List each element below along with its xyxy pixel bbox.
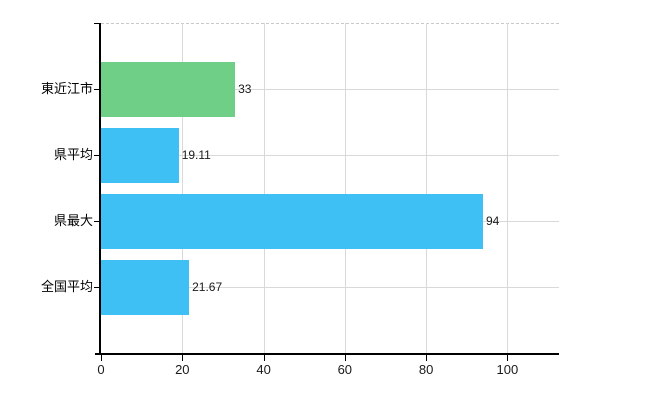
y-gridline [101, 155, 559, 156]
y-axis-line [99, 23, 101, 355]
bar-value-label: 19.11 [181, 148, 211, 162]
x-tick-label: 80 [418, 362, 434, 377]
x-tick-label: 40 [256, 362, 271, 377]
y-tick-mark [94, 89, 100, 90]
bar-value-label: 33 [238, 82, 252, 96]
x-tick-mark [182, 355, 184, 361]
x-tick-label: 100 [496, 362, 519, 377]
y-tick-mark [94, 155, 100, 156]
x-gridline [344, 23, 346, 353]
x-gridline [507, 23, 509, 353]
bar-value-label: 94 [486, 214, 500, 228]
category-label: 全国平均 [40, 279, 93, 294]
y-tick-mark [94, 221, 100, 222]
plot-top-border [101, 23, 559, 24]
x-tick-mark [263, 355, 265, 361]
x-tick-mark [507, 355, 509, 361]
y-tick-mark [94, 23, 100, 24]
bar [101, 127, 179, 183]
category-label: 東近江市 [40, 81, 93, 96]
x-axis-line [95, 353, 559, 355]
y-gridline [101, 89, 559, 90]
x-tick-label: 60 [337, 362, 353, 377]
y-tick-mark [94, 287, 100, 288]
category-label: 県最大 [53, 213, 93, 228]
x-tick-mark [426, 355, 428, 361]
x-tick-label: 0 [97, 362, 105, 377]
x-tick-mark [344, 355, 346, 361]
x-gridline [426, 23, 428, 353]
bar [101, 61, 236, 117]
bar-value-label: 21.67 [192, 280, 223, 294]
bar [101, 193, 483, 249]
x-tick-label: 20 [175, 362, 190, 377]
bar [101, 259, 190, 315]
category-label: 県平均 [53, 147, 93, 162]
x-tick-mark [101, 355, 102, 361]
x-gridline [263, 23, 265, 353]
x-gridline [182, 23, 184, 353]
y-gridline [101, 287, 559, 288]
